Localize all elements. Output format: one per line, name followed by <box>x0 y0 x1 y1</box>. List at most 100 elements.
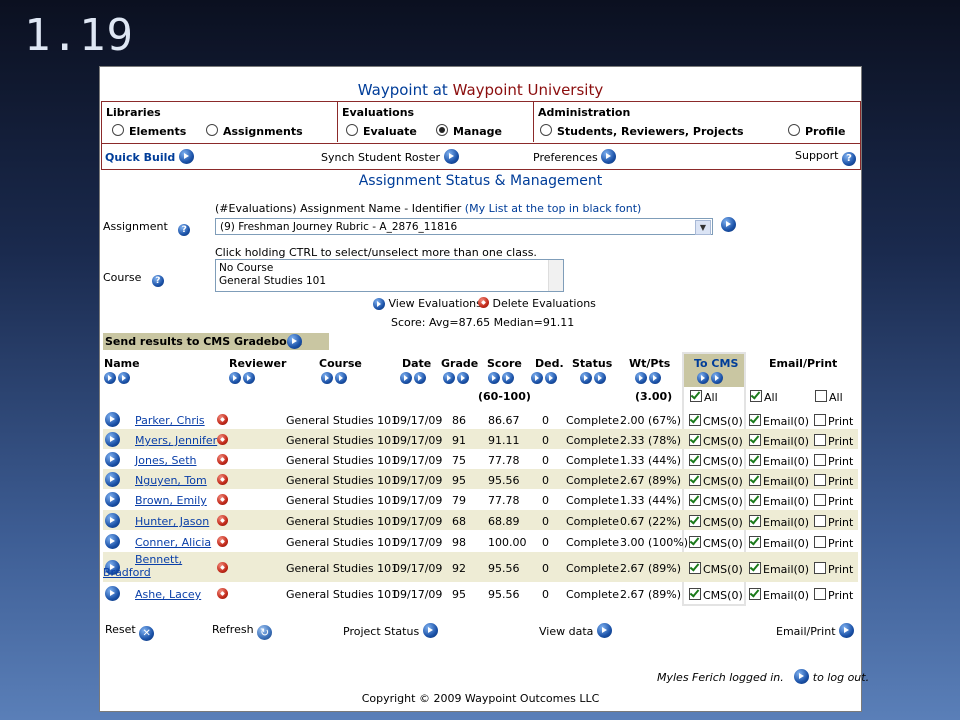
col-grade-header[interactable]: Grade <box>441 357 479 370</box>
refresh-icon[interactable]: ↻ <box>257 625 273 640</box>
print-checkbox[interactable]: Print <box>814 536 853 550</box>
close-icon[interactable]: ✕ <box>139 626 155 641</box>
print-checkbox[interactable]: Print <box>814 588 853 602</box>
assignment-select[interactable]: (9) Freshman Journey Rubric - A_2876_118… <box>215 218 713 235</box>
sort-up-icon[interactable] <box>531 372 543 384</box>
open-student-icon[interactable] <box>105 472 120 487</box>
sort-up-icon[interactable] <box>635 372 647 384</box>
project-status-label[interactable]: Project Status <box>343 625 420 638</box>
student-name-link[interactable]: Parker, Chris <box>135 414 205 427</box>
checkbox-icon[interactable] <box>815 390 827 402</box>
sort-grade[interactable] <box>443 371 471 384</box>
student-name[interactable]: Bennett, Bradford <box>103 553 183 579</box>
sort-down-icon[interactable] <box>545 372 557 384</box>
student-name[interactable]: Parker, Chris <box>135 414 205 427</box>
logout-icon[interactable] <box>794 669 810 684</box>
view-evaluations-action[interactable]: View Evaluations <box>373 297 482 310</box>
delete-icon[interactable] <box>217 474 228 485</box>
email-checkbox[interactable]: Email(0) <box>749 536 809 550</box>
view-evaluations-label[interactable]: View Evaluations <box>388 297 482 310</box>
tocms-checkbox[interactable]: CMS(0) <box>689 515 743 529</box>
delete-icon[interactable] <box>217 494 228 505</box>
view-data-label[interactable]: View data <box>539 625 594 638</box>
email-checkbox[interactable]: Email(0) <box>749 562 809 576</box>
checkbox-icon[interactable] <box>814 454 826 466</box>
chevron-down-icon[interactable]: ▼ <box>695 220 711 235</box>
sort-up-icon[interactable] <box>400 372 412 384</box>
email-checkbox[interactable]: Email(0) <box>749 414 809 428</box>
delete-evaluations-action[interactable]: Delete Evaluations <box>478 297 596 310</box>
checkbox-checked-icon[interactable] <box>689 588 701 600</box>
tocms-checkbox[interactable]: CMS(0) <box>689 474 743 488</box>
radio-selected-icon[interactable] <box>436 124 448 136</box>
student-name-link[interactable]: Myers, Jennifer <box>135 434 217 447</box>
checkbox-checked-icon[interactable] <box>689 434 701 446</box>
sort-down-icon[interactable] <box>649 372 661 384</box>
sort-down-icon[interactable] <box>594 372 606 384</box>
sort-down-icon[interactable] <box>414 372 426 384</box>
sort-reviewer[interactable] <box>229 371 257 384</box>
checkbox-icon[interactable] <box>814 515 826 527</box>
open-student-icon[interactable] <box>105 412 120 427</box>
reset-button[interactable]: Reset ✕ <box>105 623 155 641</box>
open-student-icon[interactable] <box>105 452 120 467</box>
student-name[interactable]: Conner, Alicia <box>135 536 212 549</box>
go-arrow-icon[interactable] <box>105 513 120 528</box>
radio-icon[interactable] <box>206 124 218 136</box>
synch-roster-label[interactable]: Synch Student Roster <box>321 151 440 164</box>
go-arrow-icon[interactable] <box>105 560 120 575</box>
checkbox-checked-icon[interactable] <box>689 474 701 486</box>
delete-icon[interactable] <box>478 297 489 308</box>
go-arrow-icon[interactable] <box>105 432 120 447</box>
checkbox-icon[interactable] <box>814 474 826 486</box>
sort-up-icon[interactable] <box>697 372 709 384</box>
tocms-checkbox[interactable]: CMS(0) <box>689 536 743 550</box>
checkbox-checked-icon[interactable] <box>750 390 762 402</box>
sort-up-icon[interactable] <box>229 372 241 384</box>
delete-icon[interactable] <box>217 536 228 547</box>
sort-down-icon[interactable] <box>118 372 130 384</box>
tocms-checkbox[interactable]: CMS(0) <box>689 434 743 448</box>
go-arrow-icon[interactable] <box>422 623 438 638</box>
radio-icon[interactable] <box>540 124 552 136</box>
col-tocms-header[interactable]: To CMS <box>694 357 739 370</box>
print-checkbox[interactable]: Print <box>814 454 853 468</box>
radio-icon[interactable] <box>788 124 800 136</box>
email-print-button[interactable]: Email/Print <box>776 623 855 638</box>
checkbox-checked-icon[interactable] <box>689 494 701 506</box>
course-option[interactable]: General Studies 101 <box>219 275 327 287</box>
project-status-button[interactable]: Project Status <box>343 623 438 638</box>
tocms-all[interactable]: All <box>690 390 718 404</box>
sort-down-icon[interactable] <box>502 372 514 384</box>
student-name-link[interactable]: Ashe, Lacey <box>135 588 201 601</box>
email-checkbox[interactable]: Email(0) <box>749 474 809 488</box>
go-arrow-icon[interactable] <box>443 149 459 164</box>
email-checkbox[interactable]: Email(0) <box>749 588 809 602</box>
checkbox-checked-icon[interactable] <box>689 536 701 548</box>
course-option[interactable]: No Course <box>219 262 274 274</box>
support-link[interactable]: Support ? <box>795 149 856 166</box>
col-score-header[interactable]: Score <box>487 357 522 370</box>
print-checkbox[interactable]: Print <box>814 562 853 576</box>
delete-icon[interactable] <box>217 562 228 573</box>
col-emailprint-header[interactable]: Email/Print <box>769 357 838 370</box>
checkbox-icon[interactable] <box>814 414 826 426</box>
checkbox-checked-icon[interactable] <box>690 390 702 402</box>
email-checkbox[interactable]: Email(0) <box>749 454 809 468</box>
radio-elements[interactable]: Elements <box>112 124 186 138</box>
course-listbox[interactable]: No Course General Studies 101 <box>215 259 564 292</box>
checkbox-checked-icon[interactable] <box>749 414 761 426</box>
checkbox-checked-icon[interactable] <box>689 454 701 466</box>
view-data-button[interactable]: View data <box>539 623 612 638</box>
col-status-header[interactable]: Status <box>572 357 613 370</box>
reset-label[interactable]: Reset <box>105 623 136 636</box>
refresh-label[interactable]: Refresh <box>212 623 254 636</box>
delete-icon[interactable] <box>217 588 228 599</box>
go-arrow-icon[interactable] <box>105 412 120 427</box>
sort-up-icon[interactable] <box>104 372 116 384</box>
email-all[interactable]: All <box>750 390 778 404</box>
sort-ded[interactable] <box>531 371 559 384</box>
checkbox-checked-icon[interactable] <box>689 515 701 527</box>
quick-build-link[interactable]: Quick Build <box>105 149 194 164</box>
open-student-icon[interactable] <box>105 513 120 528</box>
